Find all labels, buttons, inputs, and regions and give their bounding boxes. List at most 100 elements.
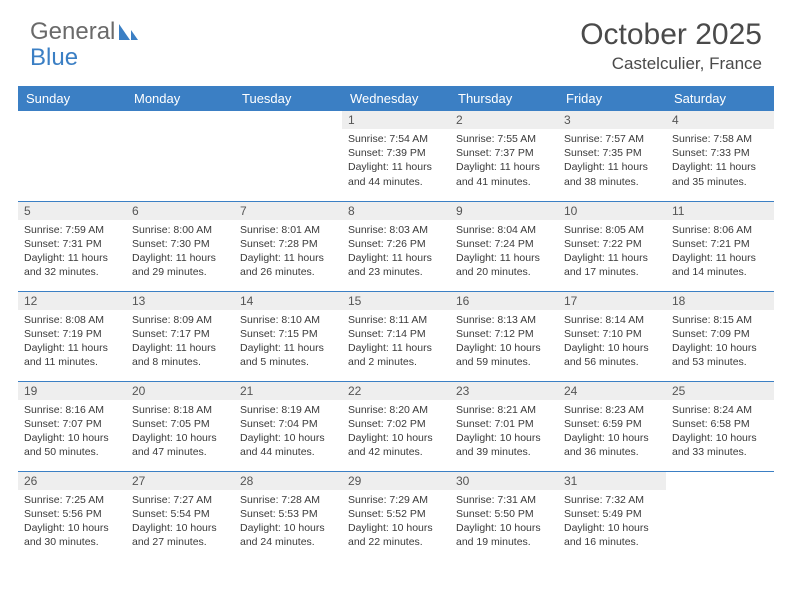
day-details: Sunrise: 8:20 AMSunset: 7:02 PMDaylight:…	[342, 400, 450, 464]
calendar-day-cell: 25Sunrise: 8:24 AMSunset: 6:58 PMDayligh…	[666, 381, 774, 471]
day-number: 21	[234, 382, 342, 400]
calendar-day-cell: 27Sunrise: 7:27 AMSunset: 5:54 PMDayligh…	[126, 471, 234, 561]
day-details: Sunrise: 7:28 AMSunset: 5:53 PMDaylight:…	[234, 490, 342, 554]
title-block: October 2025 Castelculier, France	[580, 18, 762, 74]
day-details: Sunrise: 7:54 AMSunset: 7:39 PMDaylight:…	[342, 129, 450, 193]
day-details: Sunrise: 8:24 AMSunset: 6:58 PMDaylight:…	[666, 400, 774, 464]
day-number: 7	[234, 202, 342, 220]
brand-part1: General	[30, 18, 115, 46]
day-details: Sunrise: 8:09 AMSunset: 7:17 PMDaylight:…	[126, 310, 234, 374]
calendar-day-cell: 17Sunrise: 8:14 AMSunset: 7:10 PMDayligh…	[558, 291, 666, 381]
day-details: Sunrise: 8:11 AMSunset: 7:14 PMDaylight:…	[342, 310, 450, 374]
day-details: Sunrise: 7:27 AMSunset: 5:54 PMDaylight:…	[126, 490, 234, 554]
calendar-day-cell: 18Sunrise: 8:15 AMSunset: 7:09 PMDayligh…	[666, 291, 774, 381]
day-details: Sunrise: 7:25 AMSunset: 5:56 PMDaylight:…	[18, 490, 126, 554]
day-number: 29	[342, 472, 450, 490]
day-number: 6	[126, 202, 234, 220]
weekday-header: Sunday	[18, 86, 126, 111]
header: General October 2025 Castelculier, Franc…	[0, 0, 792, 80]
calendar-day-cell: 26Sunrise: 7:25 AMSunset: 5:56 PMDayligh…	[18, 471, 126, 561]
calendar-day-cell: 23Sunrise: 8:21 AMSunset: 7:01 PMDayligh…	[450, 381, 558, 471]
calendar-day-cell	[18, 111, 126, 201]
day-number: 5	[18, 202, 126, 220]
day-details: Sunrise: 7:58 AMSunset: 7:33 PMDaylight:…	[666, 129, 774, 193]
calendar-day-cell: 13Sunrise: 8:09 AMSunset: 7:17 PMDayligh…	[126, 291, 234, 381]
day-details: Sunrise: 8:10 AMSunset: 7:15 PMDaylight:…	[234, 310, 342, 374]
day-number: 19	[18, 382, 126, 400]
day-number: 31	[558, 472, 666, 490]
weekday-header-row: Sunday Monday Tuesday Wednesday Thursday…	[18, 86, 774, 111]
day-details: Sunrise: 7:59 AMSunset: 7:31 PMDaylight:…	[18, 220, 126, 284]
calendar-day-cell	[126, 111, 234, 201]
day-details: Sunrise: 8:13 AMSunset: 7:12 PMDaylight:…	[450, 310, 558, 374]
calendar-day-cell	[666, 471, 774, 561]
calendar-day-cell: 1Sunrise: 7:54 AMSunset: 7:39 PMDaylight…	[342, 111, 450, 201]
day-number: 8	[342, 202, 450, 220]
calendar-day-cell: 2Sunrise: 7:55 AMSunset: 7:37 PMDaylight…	[450, 111, 558, 201]
calendar-day-cell: 10Sunrise: 8:05 AMSunset: 7:22 PMDayligh…	[558, 201, 666, 291]
day-number: 12	[18, 292, 126, 310]
day-number: 10	[558, 202, 666, 220]
calendar-week-row: 5Sunrise: 7:59 AMSunset: 7:31 PMDaylight…	[18, 201, 774, 291]
day-number: 15	[342, 292, 450, 310]
weekday-header: Wednesday	[342, 86, 450, 111]
calendar-day-cell	[234, 111, 342, 201]
weekday-header: Saturday	[666, 86, 774, 111]
day-number: 4	[666, 111, 774, 129]
day-number: 14	[234, 292, 342, 310]
day-details: Sunrise: 7:31 AMSunset: 5:50 PMDaylight:…	[450, 490, 558, 554]
day-details: Sunrise: 8:05 AMSunset: 7:22 PMDaylight:…	[558, 220, 666, 284]
day-number: 26	[18, 472, 126, 490]
day-details: Sunrise: 7:57 AMSunset: 7:35 PMDaylight:…	[558, 129, 666, 193]
day-details: Sunrise: 8:23 AMSunset: 6:59 PMDaylight:…	[558, 400, 666, 464]
calendar-day-cell: 16Sunrise: 8:13 AMSunset: 7:12 PMDayligh…	[450, 291, 558, 381]
day-details: Sunrise: 7:29 AMSunset: 5:52 PMDaylight:…	[342, 490, 450, 554]
day-details: Sunrise: 7:55 AMSunset: 7:37 PMDaylight:…	[450, 129, 558, 193]
month-title: October 2025	[580, 18, 762, 52]
calendar-day-cell: 3Sunrise: 7:57 AMSunset: 7:35 PMDaylight…	[558, 111, 666, 201]
day-details: Sunrise: 8:18 AMSunset: 7:05 PMDaylight:…	[126, 400, 234, 464]
calendar-day-cell: 29Sunrise: 7:29 AMSunset: 5:52 PMDayligh…	[342, 471, 450, 561]
calendar-day-cell: 21Sunrise: 8:19 AMSunset: 7:04 PMDayligh…	[234, 381, 342, 471]
weekday-header: Tuesday	[234, 86, 342, 111]
calendar-day-cell: 11Sunrise: 8:06 AMSunset: 7:21 PMDayligh…	[666, 201, 774, 291]
day-details: Sunrise: 8:14 AMSunset: 7:10 PMDaylight:…	[558, 310, 666, 374]
calendar-day-cell: 15Sunrise: 8:11 AMSunset: 7:14 PMDayligh…	[342, 291, 450, 381]
day-number: 23	[450, 382, 558, 400]
day-number: 22	[342, 382, 450, 400]
calendar-week-row: 26Sunrise: 7:25 AMSunset: 5:56 PMDayligh…	[18, 471, 774, 561]
brand-logo: General	[30, 18, 139, 46]
day-details: Sunrise: 7:32 AMSunset: 5:49 PMDaylight:…	[558, 490, 666, 554]
day-details: Sunrise: 8:21 AMSunset: 7:01 PMDaylight:…	[450, 400, 558, 464]
weekday-header: Friday	[558, 86, 666, 111]
day-details: Sunrise: 8:16 AMSunset: 7:07 PMDaylight:…	[18, 400, 126, 464]
day-number: 25	[666, 382, 774, 400]
calendar-day-cell: 14Sunrise: 8:10 AMSunset: 7:15 PMDayligh…	[234, 291, 342, 381]
weekday-header: Thursday	[450, 86, 558, 111]
day-number: 27	[126, 472, 234, 490]
calendar-day-cell: 4Sunrise: 7:58 AMSunset: 7:33 PMDaylight…	[666, 111, 774, 201]
calendar-day-cell: 20Sunrise: 8:18 AMSunset: 7:05 PMDayligh…	[126, 381, 234, 471]
day-number: 24	[558, 382, 666, 400]
calendar-day-cell: 31Sunrise: 7:32 AMSunset: 5:49 PMDayligh…	[558, 471, 666, 561]
day-details: Sunrise: 8:00 AMSunset: 7:30 PMDaylight:…	[126, 220, 234, 284]
day-details: Sunrise: 8:06 AMSunset: 7:21 PMDaylight:…	[666, 220, 774, 284]
day-details: Sunrise: 8:15 AMSunset: 7:09 PMDaylight:…	[666, 310, 774, 374]
day-number: 30	[450, 472, 558, 490]
calendar-day-cell: 28Sunrise: 7:28 AMSunset: 5:53 PMDayligh…	[234, 471, 342, 561]
day-number: 18	[666, 292, 774, 310]
day-number: 2	[450, 111, 558, 129]
calendar-day-cell: 19Sunrise: 8:16 AMSunset: 7:07 PMDayligh…	[18, 381, 126, 471]
day-number: 1	[342, 111, 450, 129]
calendar-day-cell: 24Sunrise: 8:23 AMSunset: 6:59 PMDayligh…	[558, 381, 666, 471]
day-details: Sunrise: 8:04 AMSunset: 7:24 PMDaylight:…	[450, 220, 558, 284]
day-number: 13	[126, 292, 234, 310]
calendar-day-cell: 12Sunrise: 8:08 AMSunset: 7:19 PMDayligh…	[18, 291, 126, 381]
location: Castelculier, France	[580, 54, 762, 74]
calendar-day-cell: 6Sunrise: 8:00 AMSunset: 7:30 PMDaylight…	[126, 201, 234, 291]
calendar-week-row: 12Sunrise: 8:08 AMSunset: 7:19 PMDayligh…	[18, 291, 774, 381]
calendar-table: Sunday Monday Tuesday Wednesday Thursday…	[18, 86, 774, 561]
weekday-header: Monday	[126, 86, 234, 111]
day-details: Sunrise: 8:19 AMSunset: 7:04 PMDaylight:…	[234, 400, 342, 464]
calendar-day-cell: 30Sunrise: 7:31 AMSunset: 5:50 PMDayligh…	[450, 471, 558, 561]
